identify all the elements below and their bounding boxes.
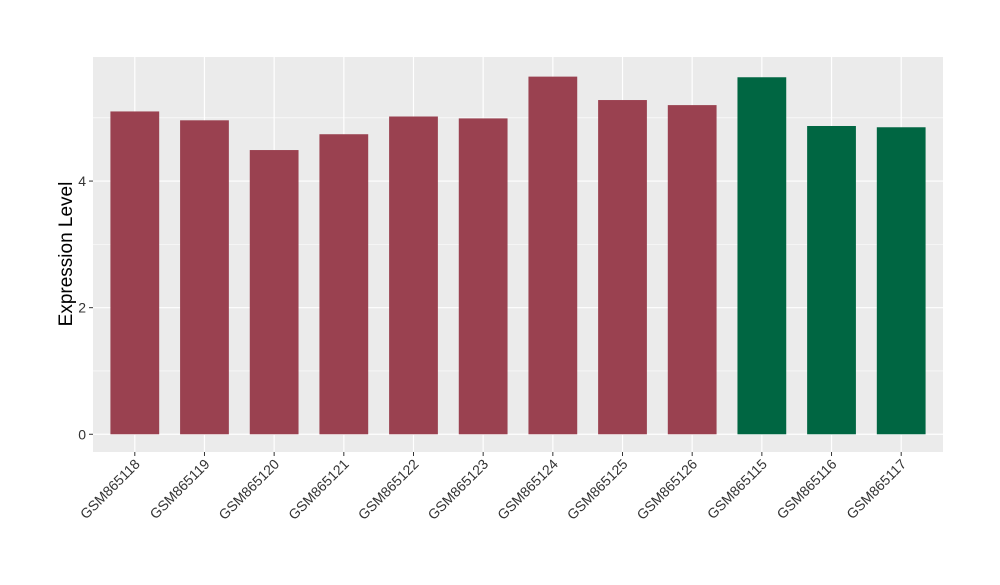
bar-GSM865120 [249,150,299,435]
y-axis: 0 2 4 [78,173,93,442]
plot-panel [93,57,943,452]
x-tick-label: GSM865118 [77,456,143,522]
x-tick-label: GSM865117 [843,456,909,522]
y-axis-label: Expression Level [56,182,77,327]
bar-GSM865122 [389,116,438,435]
y-tick-label: 0 [78,426,86,442]
bar-GSM865123 [458,118,508,435]
x-tick-label: GSM865124 [494,456,561,523]
x-tick-label: GSM865122 [355,456,422,523]
bar-GSM865121 [319,134,369,435]
y-tick-label: 2 [78,300,86,316]
x-tick-label: GSM865119 [146,456,212,522]
bar-GSM865117 [876,127,926,435]
x-tick-label: GSM865115 [704,456,770,522]
bar-GSM865119 [180,120,229,435]
x-tick-label: GSM865125 [564,456,631,523]
bar-GSM865126 [667,105,717,435]
bars [110,76,926,435]
bar-GSM865116 [807,125,856,435]
bar-GSM865118 [110,111,160,435]
x-tick-label: GSM865116 [773,456,839,522]
bar-GSM865115 [737,77,787,435]
x-tick-label: GSM865121 [285,456,352,523]
bar-GSM865124 [528,76,578,435]
x-tick-label: GSM865123 [424,456,491,523]
y-tick-label: 4 [78,173,86,189]
x-tick-label: GSM865120 [215,456,282,523]
x-tick-label: GSM865126 [633,456,700,523]
x-axis: GSM865118 GSM865119 GSM865120 GSM865121 GSM8… [77,452,909,523]
bar-GSM865125 [598,100,647,435]
